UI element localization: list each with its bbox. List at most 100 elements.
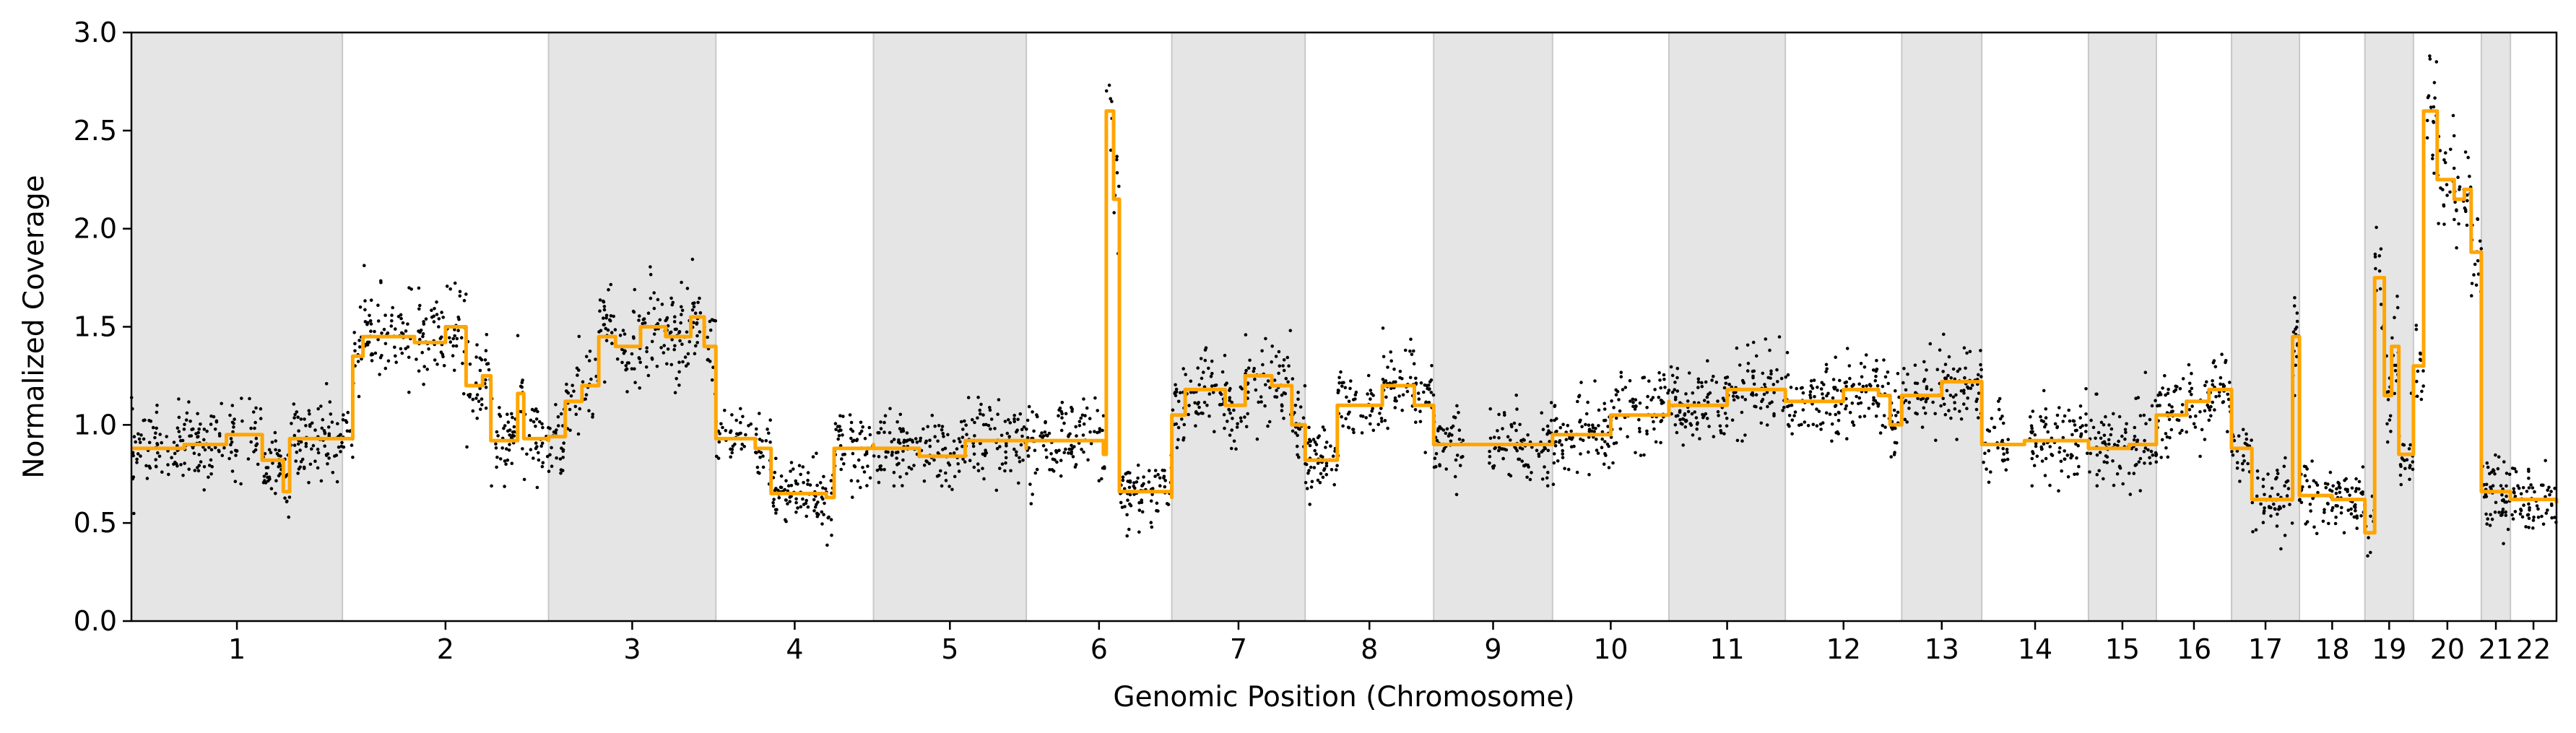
coverage-point (1894, 426, 1897, 430)
coverage-point (532, 456, 535, 460)
coverage-point (2143, 370, 2148, 374)
coverage-point (1080, 413, 1085, 417)
coverage-point (966, 396, 971, 399)
coverage-point (2553, 516, 2557, 519)
coverage-point (1836, 418, 1841, 422)
coverage-point (435, 363, 439, 366)
coverage-point (1455, 404, 1459, 408)
coverage-point (603, 380, 607, 384)
coverage-point (1824, 363, 1829, 367)
coverage-point (511, 430, 515, 434)
coverage-point (1920, 425, 1925, 429)
coverage-point (1497, 446, 1501, 449)
coverage-point (2235, 449, 2239, 453)
coverage-point (2079, 433, 2083, 437)
coverage-point (2057, 406, 2061, 409)
coverage-point (1282, 391, 1286, 395)
coverage-point (1617, 398, 1621, 402)
coverage-point (1311, 438, 1316, 441)
coverage-point (2494, 453, 2497, 457)
coverage-point (154, 431, 157, 435)
coverage-point (1418, 409, 1422, 413)
coverage-point (898, 475, 902, 479)
coverage-point (1895, 441, 1899, 445)
coverage-point (380, 331, 383, 335)
coverage-point (480, 357, 484, 362)
x-tick-label-chr9: 9 (1484, 633, 1501, 665)
coverage-point (2211, 400, 2214, 404)
coverage-point (2330, 489, 2334, 493)
coverage-point (1329, 444, 1332, 448)
coverage-point (2374, 266, 2377, 271)
coverage-point (1273, 395, 1277, 399)
coverage-point (254, 436, 259, 441)
coverage-point (1272, 378, 1277, 382)
coverage-point (2491, 484, 2495, 487)
coverage-point (144, 464, 148, 468)
coverage-point (2137, 460, 2141, 464)
coverage-point (631, 335, 636, 339)
coverage-point (1548, 440, 1551, 443)
coverage-point (2030, 426, 2034, 430)
coverage-point (537, 451, 540, 455)
coverage-point (2043, 474, 2047, 477)
coverage-point (1197, 383, 1201, 387)
coverage-point (1977, 373, 1980, 377)
coverage-point (401, 321, 405, 325)
coverage-point (2030, 484, 2034, 488)
coverage-point (1928, 342, 1933, 346)
coverage-point (1861, 384, 1865, 389)
coverage-point (1004, 456, 1008, 460)
coverage-point (1768, 348, 1771, 352)
coverage-point (1383, 419, 1387, 422)
coverage-point (1745, 369, 1750, 373)
coverage-point (442, 364, 446, 368)
coverage-point (1740, 439, 1744, 443)
coverage-point (2431, 153, 2434, 157)
coverage-point (2112, 412, 2115, 416)
coverage-point (1335, 468, 1338, 472)
coverage-point (538, 420, 542, 424)
coverage-point (287, 515, 291, 519)
coverage-point (1386, 365, 1389, 369)
coverage-point (1930, 388, 1933, 392)
coverage-point (1162, 474, 1166, 478)
coverage-point (360, 357, 363, 361)
coverage-point (2357, 480, 2362, 484)
coverage-point (2448, 190, 2452, 194)
coverage-point (1959, 417, 1964, 421)
coverage-point (283, 496, 287, 500)
coverage-point (1845, 437, 1849, 441)
coverage-point (2116, 443, 2120, 448)
coverage-point (960, 435, 965, 439)
coverage-point (1610, 399, 1613, 403)
coverage-point (2373, 252, 2377, 256)
coverage-point (1488, 461, 1491, 465)
coverage-point (519, 409, 523, 414)
coverage-point (1939, 404, 1943, 408)
coverage-point (815, 503, 818, 506)
coverage-point (1701, 412, 1704, 417)
coverage-point (1280, 403, 1284, 407)
coverage-point (868, 433, 872, 437)
coverage-point (1797, 423, 1801, 428)
coverage-point (422, 365, 426, 368)
coverage-point (2076, 472, 2079, 476)
coverage-point (652, 306, 656, 311)
coverage-point (1943, 363, 1948, 366)
coverage-point (1753, 404, 1756, 408)
coverage-point (1109, 97, 1112, 100)
coverage-point (1392, 380, 1396, 384)
coverage-point (1384, 395, 1388, 399)
coverage-point (2399, 464, 2403, 468)
coverage-point (1207, 414, 1211, 418)
x-tick-label-chr5: 5 (941, 633, 958, 665)
coverage-point (191, 446, 195, 450)
coverage-point (451, 344, 455, 348)
coverage-point (433, 358, 437, 362)
coverage-point (665, 362, 669, 366)
coverage-point (2331, 484, 2335, 488)
coverage-point (1259, 395, 1263, 399)
coverage-point (1270, 344, 1274, 348)
coverage-point (1678, 410, 1682, 415)
